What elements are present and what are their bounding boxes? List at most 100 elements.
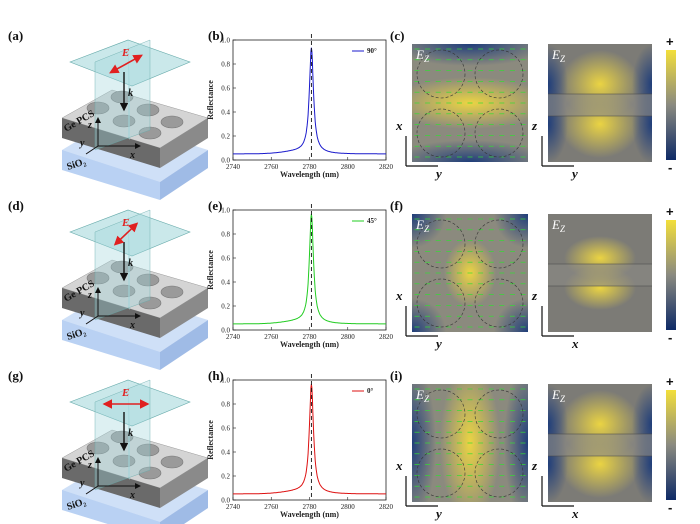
field-map-xy-content (412, 44, 528, 162)
axis-y-label: y (79, 308, 85, 319)
field-label: EZ (551, 387, 566, 404)
axis-y-label: y (79, 138, 85, 149)
field-label-sub: Z (560, 224, 566, 234)
hole-outline (416, 108, 466, 158)
axis-y-line (85, 315, 99, 325)
field-label-main: E (551, 47, 560, 62)
axis-label-horizontal: y (434, 166, 442, 181)
axis-z-label: z (87, 290, 92, 301)
reflectance-curve (233, 384, 386, 495)
x-axis-label: Wavelength (nm) (280, 170, 339, 179)
field-label-sub: Z (560, 54, 566, 64)
field-label-main: E (551, 387, 560, 402)
slab-side (160, 458, 208, 508)
coldspot (504, 384, 528, 502)
colorbar-minus: - (668, 160, 672, 175)
panel-label: (g) (8, 368, 23, 383)
y-tick-label: 0.4 (221, 279, 230, 287)
x-tick-label: 2800 (341, 333, 356, 341)
field-label-main: E (551, 217, 560, 232)
hole-outline (416, 448, 466, 498)
coldspot (494, 298, 528, 332)
slab-side (160, 288, 208, 338)
x-tick-label: 2820 (379, 333, 394, 341)
axis-label-horizontal: y (434, 506, 442, 521)
axis-label-vertical: x (395, 288, 403, 303)
e-arrow (109, 54, 143, 74)
hole (86, 271, 110, 285)
colorbar-minus: - (668, 330, 672, 345)
slab-front (62, 118, 160, 168)
hole-outline (416, 278, 466, 328)
y-tick-label: 0.6 (221, 425, 230, 433)
coldspot (412, 384, 436, 502)
axis-label-horizontal: y (434, 336, 442, 351)
axis-label-vertical: x (395, 458, 403, 473)
y-tick-label: 1.0 (221, 207, 230, 215)
slab-band (548, 94, 652, 116)
y-tick-label: 0.0 (221, 157, 230, 165)
field-label-sub: Z (424, 224, 430, 234)
k-label: k (128, 428, 133, 439)
hole (136, 443, 160, 457)
x-tick-label: 2740 (226, 333, 241, 341)
hole (86, 441, 110, 455)
field-label: EZ (415, 47, 430, 64)
y-tick-label: 0.0 (221, 327, 230, 335)
y-tick-label: 1.0 (221, 37, 230, 45)
hole (160, 115, 184, 129)
axis-z-label: z (87, 460, 92, 471)
slab-side (160, 118, 208, 168)
reflectance-curve (233, 214, 386, 325)
y-tick-label: 0.2 (221, 473, 230, 481)
axis-x-label: x (129, 490, 135, 501)
plot-frame (232, 39, 387, 161)
colorbar-plus: + (666, 374, 674, 389)
x-tick-label: 2760 (264, 333, 279, 341)
x-axis-label: Wavelength (nm) (280, 510, 339, 519)
y-tick-label: 0.6 (221, 255, 230, 263)
y-tick-label: 0.8 (221, 61, 230, 69)
slab-band (548, 264, 652, 286)
field-label-main: E (415, 387, 424, 402)
field-label: EZ (551, 47, 566, 64)
e-label: E (121, 387, 129, 399)
colorbar (666, 220, 676, 330)
reflectance-curve (233, 47, 386, 155)
panel-label: (d) (8, 198, 24, 213)
substrate-front (62, 490, 160, 524)
hole-outline (474, 278, 524, 328)
axis-label-horizontal: x (571, 506, 579, 521)
coldspot (412, 298, 446, 332)
k-label: k (128, 88, 133, 99)
e-label: E (121, 217, 129, 229)
field-label-main: E (415, 217, 424, 232)
axis-label-vertical: z (531, 458, 538, 473)
coldspot (412, 140, 528, 162)
slab-band (548, 434, 652, 456)
slab-front (62, 458, 160, 508)
y-axis-label: Reflectance (206, 250, 215, 290)
colorbar (666, 50, 676, 160)
colorbar-minus: - (668, 500, 672, 515)
x-tick-label: 2760 (264, 503, 279, 511)
coldspot (494, 214, 528, 248)
axis-y-label: y (79, 478, 85, 489)
y-tick-label: 0.2 (221, 303, 230, 311)
x-tick-label: 2740 (226, 503, 241, 511)
field-label-sub: Z (424, 54, 430, 64)
e-label: E (121, 47, 129, 59)
field-label: EZ (415, 387, 430, 404)
colorbar-plus: + (666, 204, 674, 219)
axis-label-horizontal: x (571, 336, 579, 351)
field-label-sub: Z (560, 394, 566, 404)
hole-outline (416, 219, 466, 269)
x-tick-label: 2780 (303, 503, 318, 511)
substrate-side (160, 150, 208, 200)
x-tick-label: 2820 (379, 503, 394, 511)
axis-label-vertical: z (531, 288, 538, 303)
x-tick-label: 2780 (303, 333, 318, 341)
k-label: k (128, 258, 133, 269)
